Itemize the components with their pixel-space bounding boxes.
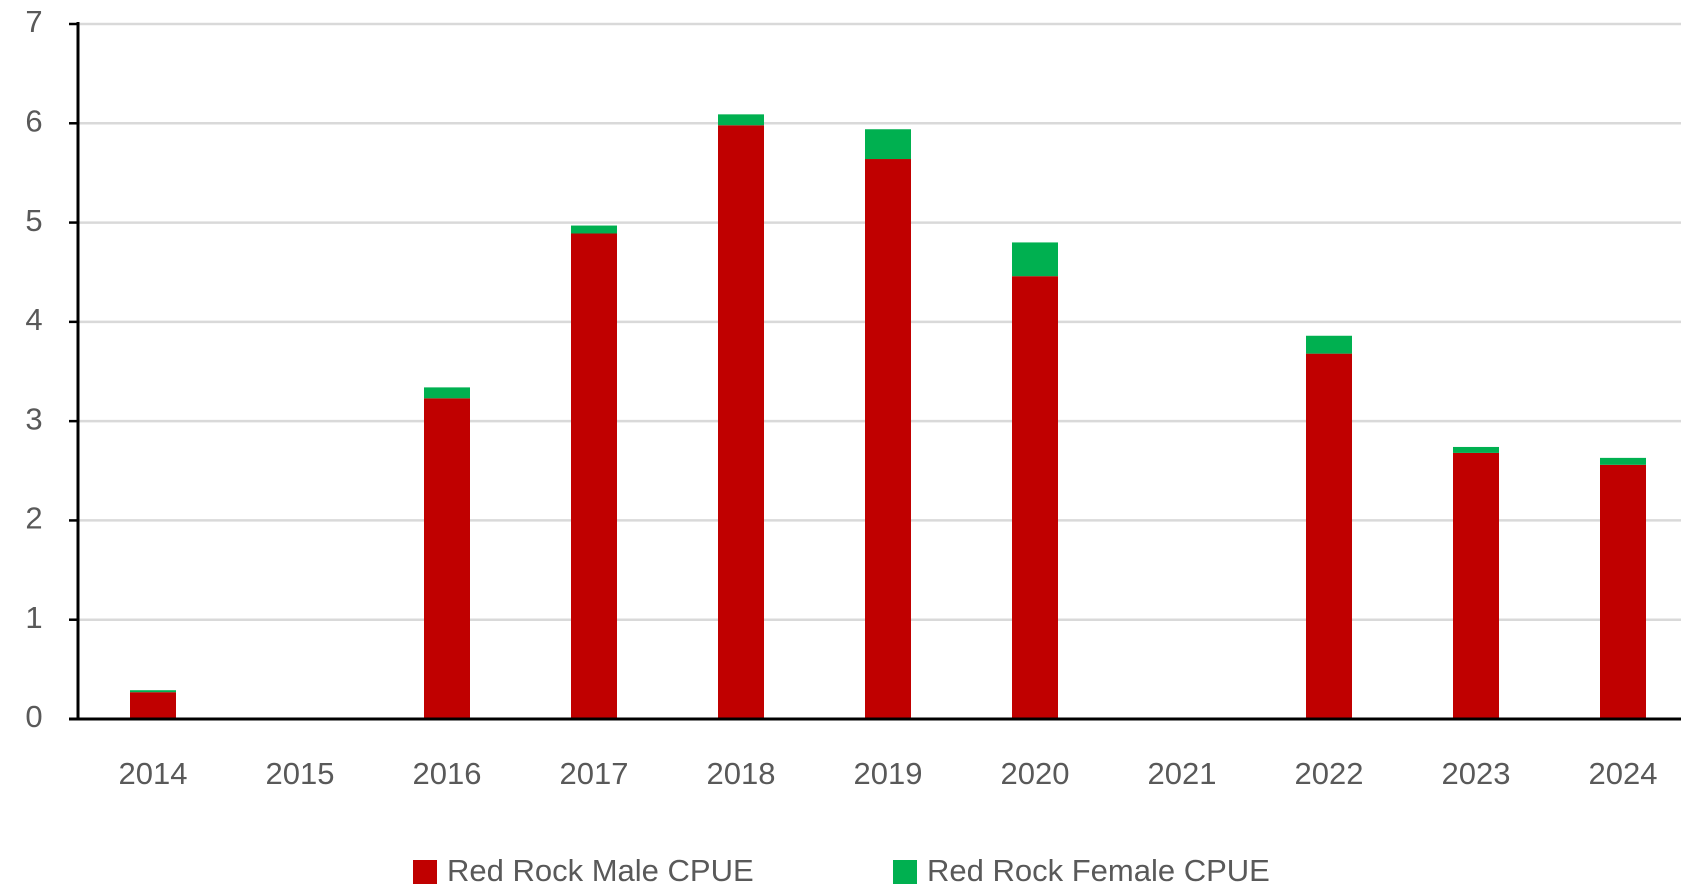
y-tick-label: 3	[25, 401, 42, 436]
x-tick-label: 2024	[1589, 756, 1658, 791]
y-tick-label: 1	[25, 600, 42, 635]
y-tick-label: 2	[25, 501, 42, 536]
bar-segment	[1600, 464, 1646, 719]
x-tick-label: 2018	[707, 756, 776, 791]
bar-segment	[130, 692, 176, 719]
x-tick-label: 2023	[1442, 756, 1511, 791]
bar-segment	[718, 125, 764, 720]
legend-label: Red Rock Female CPUE	[927, 853, 1270, 888]
bar-segment	[865, 129, 911, 160]
x-tick-label: 2015	[266, 756, 335, 791]
x-tick-label: 2019	[854, 756, 923, 791]
bar-segment	[718, 114, 764, 126]
x-tick-label: 2017	[560, 756, 629, 791]
y-tick-label: 5	[25, 203, 42, 238]
legend-label: Red Rock Male CPUE	[447, 853, 754, 888]
bar-segment	[1600, 457, 1646, 465]
x-tick-label: 2014	[119, 756, 188, 791]
bar-segment	[424, 398, 470, 719]
bar-segment	[1306, 335, 1352, 354]
y-tick-label: 0	[25, 699, 42, 734]
x-tick-label: 2021	[1148, 756, 1217, 791]
bar-segment	[1453, 446, 1499, 453]
bar-segment	[1306, 353, 1352, 719]
bar-segment	[130, 690, 176, 693]
x-tick-label: 2016	[413, 756, 482, 791]
y-tick-label: 4	[25, 302, 42, 337]
legend-swatch	[413, 860, 437, 884]
bar-segment	[1012, 276, 1058, 719]
bar-segment	[424, 387, 470, 399]
bar-segment	[571, 225, 617, 234]
y-tick-label: 7	[25, 4, 42, 39]
bar-segment	[571, 233, 617, 719]
y-tick-label: 6	[25, 103, 42, 138]
legend-swatch	[893, 860, 917, 884]
x-tick-label: 2022	[1295, 756, 1364, 791]
bar-segment	[1012, 242, 1058, 277]
bar-segment	[1453, 452, 1499, 719]
x-tick-label: 2020	[1001, 756, 1070, 791]
bar-segment	[865, 159, 911, 719]
